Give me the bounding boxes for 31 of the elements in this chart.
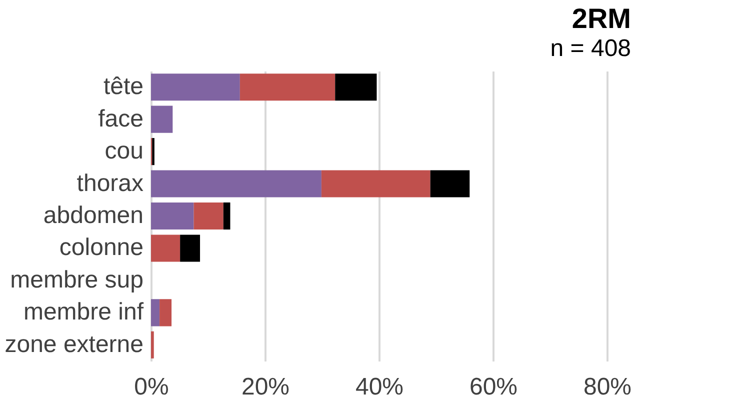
bar — [151, 106, 173, 133]
bar — [430, 170, 470, 198]
bar — [151, 331, 154, 358]
chart-subtitle: n = 408 — [550, 35, 632, 62]
y-tick-label: cou — [104, 138, 144, 165]
bar — [194, 202, 224, 230]
x-tick-label: 60% — [469, 374, 518, 400]
y-tick-label: membre sup — [10, 266, 144, 294]
bar — [151, 234, 180, 262]
y-tick-label: zone externe — [4, 330, 144, 358]
y-tick-label: face — [98, 105, 144, 132]
x-tick-label: 0% — [134, 374, 169, 400]
bar — [335, 74, 377, 101]
x-tick-label: 40% — [355, 374, 404, 400]
y-tick-label: abdomen — [43, 202, 144, 229]
bar — [151, 299, 160, 326]
x-tick-label: 20% — [241, 374, 290, 400]
bar — [223, 202, 230, 230]
y-tick-label: thorax — [76, 170, 144, 197]
bar — [151, 74, 240, 101]
bar — [151, 202, 194, 230]
bar — [180, 234, 200, 262]
y-tick-label: tête — [103, 73, 144, 100]
y-tick-label: colonne — [59, 234, 144, 262]
y-tick-label: membre inf — [23, 298, 144, 326]
x-tick-label: 80% — [583, 374, 632, 400]
bar — [160, 299, 172, 326]
bar — [240, 74, 336, 101]
bar — [151, 170, 322, 198]
bar — [321, 170, 430, 198]
chart-title: 2RM — [572, 3, 632, 34]
